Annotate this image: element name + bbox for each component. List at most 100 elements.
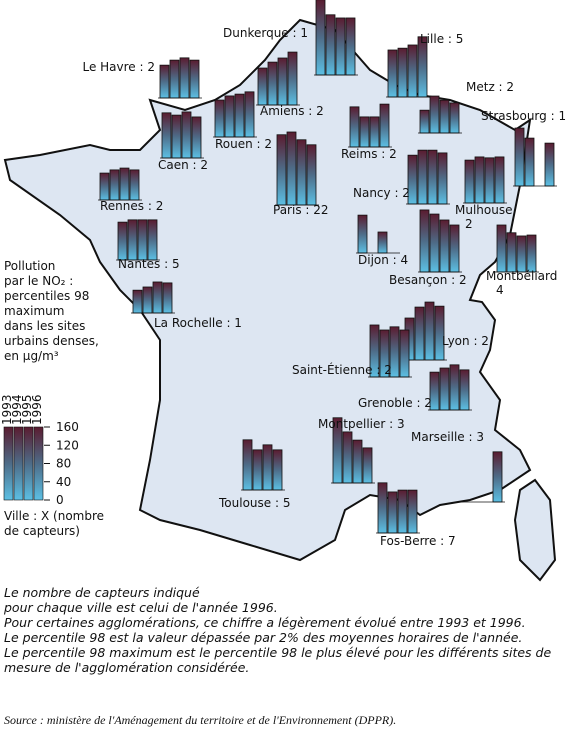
bar [117, 221, 128, 261]
legend-title: percentiles 98 [4, 289, 89, 303]
bar [345, 17, 356, 76]
bar [397, 489, 408, 534]
bar [296, 139, 307, 206]
city-label: Saint-Étienne : 2 [292, 362, 392, 377]
bar [325, 14, 336, 76]
bar [429, 213, 440, 273]
city-label: Nancy : 2 [353, 186, 410, 200]
bar [494, 156, 505, 204]
note: Le percentile 98 est la valeur dépassée … [4, 630, 522, 645]
city-label: Toulouse : 5 [218, 496, 290, 510]
bar [449, 224, 460, 273]
bar [162, 282, 173, 314]
city-label: Reims : 2 [341, 147, 397, 161]
legend-caption: Ville : X (nombre [4, 509, 104, 523]
bar [287, 51, 298, 106]
bar [349, 106, 360, 148]
city-label: Strasbourg : 1 [481, 109, 566, 123]
bar [379, 103, 390, 148]
bar [439, 367, 450, 411]
bar [377, 482, 388, 534]
city-label: Paris : 22 [273, 203, 329, 217]
bar [464, 159, 475, 204]
bar [179, 57, 190, 99]
bar [514, 127, 525, 187]
bar [414, 306, 425, 361]
legend-tick-label: 0 [56, 493, 64, 507]
bar [152, 281, 163, 314]
bar [169, 59, 180, 99]
bar [449, 102, 460, 134]
bar [129, 169, 140, 201]
legend-caption: de capteurs) [4, 524, 80, 538]
bar [544, 142, 555, 187]
city-label: Marseille : 3 [411, 430, 484, 444]
bar [119, 167, 130, 201]
note: Pour certaines agglomérations, ce chiffr… [4, 615, 526, 630]
bar [407, 44, 418, 98]
city-label: 2 [465, 217, 473, 231]
city-label: Dijon : 4 [358, 253, 408, 267]
bar [526, 234, 537, 273]
note: pour chaque ville est celui de l'année 1… [3, 600, 278, 615]
legend-tick-label: 40 [56, 475, 71, 489]
bar [524, 137, 535, 187]
bar [306, 144, 317, 206]
city-label: Rennes : 2 [100, 199, 163, 213]
source: Source : ministère de l'Aménagement du t… [4, 713, 396, 727]
bar [419, 109, 430, 134]
bar [342, 431, 353, 484]
legend-title: par le NO₂ : [4, 274, 73, 288]
legend-title: urbains denses, [4, 334, 99, 348]
city-label: Grenoble : 2 [358, 396, 432, 410]
city-label: Metz : 2 [466, 80, 514, 94]
city-label: Besançon : 2 [389, 273, 467, 287]
city-label: Dunkerque : 1 [223, 26, 308, 40]
bar [369, 116, 380, 148]
bar [449, 364, 460, 411]
city-label: Amiens : 2 [260, 104, 324, 118]
bar [267, 61, 278, 106]
city-label: Caen : 2 [158, 158, 208, 172]
legend-tick-label: 160 [56, 420, 79, 434]
bar [191, 116, 202, 159]
legend-tick-label: 80 [56, 457, 71, 471]
bar [484, 157, 495, 204]
legend-title: dans les sites [4, 319, 85, 333]
bar [352, 439, 363, 484]
bar [419, 209, 430, 273]
legend-title: maximum [4, 304, 64, 318]
legend-year: 1993 [0, 394, 14, 425]
bar [277, 57, 288, 106]
bar [417, 149, 428, 205]
bar [137, 219, 148, 261]
bar [492, 451, 503, 503]
bar [252, 449, 263, 491]
bar [399, 329, 410, 378]
bar [496, 224, 507, 273]
legend-title: en µg/m³ [4, 349, 59, 363]
bar [387, 49, 398, 98]
bar [161, 112, 172, 159]
city-label: Montbéliard [486, 269, 557, 283]
city-label: Le Havre : 2 [82, 60, 155, 74]
city-label: Nantes : 5 [118, 257, 180, 271]
bar [214, 99, 225, 138]
bar [234, 93, 245, 138]
bar [424, 301, 435, 361]
legend-scale-column [33, 426, 44, 501]
bar [242, 439, 253, 491]
bar [315, 0, 326, 76]
bar [335, 17, 346, 76]
bar [189, 59, 200, 99]
bar [142, 286, 153, 314]
city-label: Mulhouse [455, 203, 512, 217]
bar [181, 111, 192, 159]
bar [397, 47, 408, 98]
france-outline [3, 18, 557, 582]
bar [437, 152, 448, 205]
bar [377, 231, 388, 254]
bar [439, 219, 450, 273]
